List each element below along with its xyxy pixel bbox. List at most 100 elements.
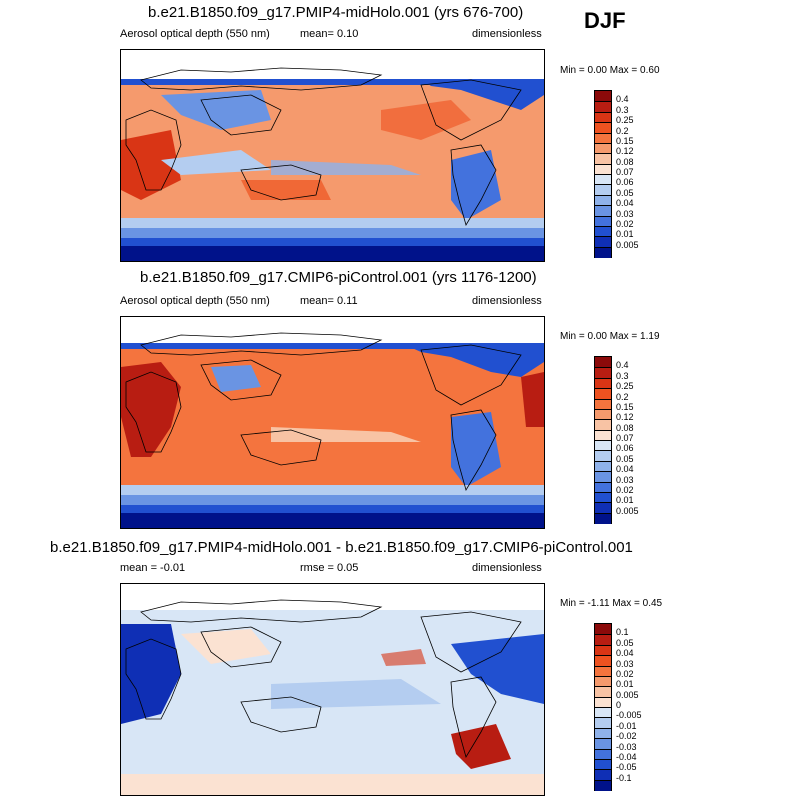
colorbar-boundary [595, 163, 611, 165]
panel2-title: b.e21.B1850.f09_g17.CMIP6-piControl.001 … [140, 269, 537, 286]
colorbar-tick-label: 0.2 [616, 391, 629, 402]
colorbar-boundary [595, 779, 611, 781]
colorbar-tick-label: 0.25 [616, 381, 634, 392]
colorbar-tick-label: 0.05 [616, 187, 634, 198]
panel1-map [120, 49, 545, 262]
panel2-mean: mean= 0.11 [300, 295, 358, 307]
colorbar-tick-label: 0.25 [616, 115, 634, 126]
colorbar-tick-label: 0.005 [616, 505, 639, 516]
colorbar-tick-label: 0.12 [616, 412, 634, 423]
colorbar-swatch [595, 512, 611, 524]
colorbar-tick-label: 0.005 [616, 239, 639, 250]
colorbar-boundary [595, 142, 611, 144]
colorbar-swatch [595, 707, 611, 718]
colorbar-tick-label: -0.1 [616, 772, 632, 783]
panel3-colorbar [594, 623, 612, 791]
panel1-mean: mean= 0.10 [300, 28, 359, 40]
colorbar-swatch [595, 142, 611, 154]
panel3-mean: mean = -0.01 [120, 562, 186, 574]
colorbar-tick-label: 0.06 [616, 177, 634, 188]
colorbar-boundary [595, 634, 611, 636]
colorbar-tick-label: 0.06 [616, 443, 634, 454]
colorbar-boundary [595, 246, 611, 248]
colorbar-boundary [595, 748, 611, 750]
panel2-colorbar [594, 356, 612, 524]
colorbar-swatch [595, 408, 611, 420]
panel1-variable-label: Aerosol optical depth (550 nm) [120, 28, 270, 40]
colorbar-boundary [595, 655, 611, 657]
colorbar-swatch [595, 440, 611, 451]
colorbar-swatch [595, 738, 611, 749]
panel3-map [120, 583, 545, 796]
colorbar-swatch [595, 367, 611, 379]
colorbar-swatch [595, 491, 611, 503]
colorbar-swatch [595, 215, 611, 227]
colorbar-tick-label: 0.01 [616, 679, 634, 690]
colorbar-swatch [595, 717, 611, 729]
colorbar-boundary [595, 398, 611, 400]
colorbar-swatch [595, 111, 611, 123]
colorbar-tick-label: 0.005 [616, 689, 639, 700]
colorbar-swatch [595, 153, 611, 165]
colorbar-swatch [595, 225, 611, 237]
colorbar-swatch [595, 184, 611, 196]
colorbar-swatch [595, 450, 611, 462]
panel3-title: b.e21.B1850.f09_g17.PMIP4-midHolo.001 - … [50, 539, 633, 556]
colorbar-swatch [595, 357, 611, 368]
colorbar-swatch [595, 194, 611, 206]
colorbar-swatch [595, 246, 611, 258]
colorbar-swatch [595, 471, 611, 482]
colorbar-tick-label: 0.08 [616, 422, 634, 433]
colorbar-tick-label: 0.3 [616, 104, 629, 115]
panel1-map-svg [121, 50, 544, 261]
colorbar-swatch [595, 634, 611, 646]
colorbar-swatch [595, 419, 611, 431]
colorbar-swatch [595, 132, 611, 144]
panel2-minmax: Min = 0.00 Max = 1.19 [560, 331, 660, 342]
panel3-rmse: rmse = 0.05 [300, 562, 359, 574]
panel2-units: dimensionless [472, 295, 542, 307]
colorbar-boundary [595, 707, 611, 708]
colorbar-swatch [595, 696, 611, 708]
colorbar-swatch [595, 686, 611, 698]
colorbar-boundary [595, 675, 611, 677]
colorbar-tick-label: 0.04 [616, 198, 634, 209]
colorbar-boundary [595, 512, 611, 514]
colorbar-tick-label: 0 [616, 700, 622, 710]
colorbar-tick-label: -0.04 [616, 751, 637, 762]
colorbar-boundary [595, 696, 611, 698]
colorbar-swatch [595, 91, 611, 102]
colorbar-boundary [595, 174, 611, 175]
panel1-colorbar [594, 90, 612, 258]
panel3-minmax: Min = -1.11 Max = 0.45 [560, 598, 663, 609]
colorbar-boundary [595, 502, 611, 504]
panel2-map [120, 316, 545, 529]
colorbar-boundary [595, 377, 611, 379]
colorbar-tick-label: 0.07 [616, 167, 634, 177]
colorbar-swatch [595, 122, 611, 133]
colorbar-boundary [595, 194, 611, 196]
colorbar-swatch [595, 758, 611, 770]
colorbar-boundary [595, 450, 611, 452]
panel1-units: dimensionless [472, 28, 542, 40]
colorbar-tick-label: -0.05 [616, 762, 637, 773]
colorbar-tick-label: -0.03 [616, 741, 637, 752]
colorbar-swatch [595, 236, 611, 248]
colorbar-tick-label: 0.3 [616, 370, 629, 381]
colorbar-boundary [595, 205, 611, 207]
colorbar-swatch [595, 748, 611, 760]
colorbar-tick-label: 0.4 [616, 360, 629, 371]
colorbar-boundary [595, 132, 611, 134]
colorbar-tick-label: 0.05 [616, 637, 634, 648]
colorbar-tick-label: 0.05 [616, 453, 634, 464]
colorbar-boundary [595, 367, 611, 369]
colorbar-boundary [595, 471, 611, 473]
colorbar-tick-label: 0.1 [616, 627, 629, 638]
colorbar-swatch [595, 624, 611, 635]
colorbar-swatch [595, 377, 611, 389]
colorbar-tick-label: 0.4 [616, 94, 629, 105]
colorbar-boundary [595, 738, 611, 740]
season-label: DJF [584, 8, 626, 33]
colorbar-boundary [595, 101, 611, 103]
colorbar-boundary [595, 727, 611, 729]
